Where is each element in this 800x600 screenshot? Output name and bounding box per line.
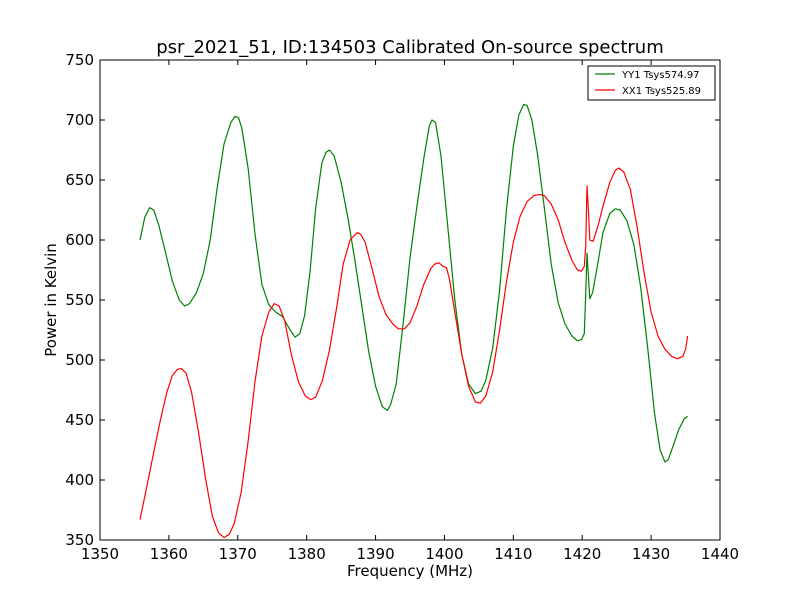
legend: YY1 Tsys574.97 XX1 Tsys525.89 <box>587 65 716 101</box>
series-layer <box>139 103 689 539</box>
y-axis-label: Power in Kelvin <box>42 243 60 357</box>
y-tick-label: 500 <box>65 351 94 369</box>
y-tick-label: 400 <box>65 471 94 489</box>
x-tick-label: 1350 <box>81 545 119 563</box>
x-tick-label: 1360 <box>150 545 188 563</box>
x-axis-label: Frequency (MHz) <box>347 562 473 580</box>
y-tick-label: 550 <box>65 291 94 309</box>
y-tick-label: 750 <box>65 51 94 69</box>
y-tick-label: 600 <box>65 231 94 249</box>
x-tick-label: 1390 <box>356 545 394 563</box>
legend-label-0: YY1 Tsys574.97 <box>621 70 700 81</box>
chart-title: psr_2021_51, ID:134503 Calibrated On-sou… <box>156 37 664 58</box>
x-tick-label: 1370 <box>219 545 257 563</box>
series-line-0 <box>139 103 688 463</box>
y-tick-label: 450 <box>65 411 94 429</box>
y-tick-label: 700 <box>65 111 94 129</box>
x-tick-label: 1440 <box>701 545 739 563</box>
legend-box <box>587 65 716 101</box>
x-tick-label: 1400 <box>425 545 463 563</box>
x-tick-label: 1430 <box>632 545 670 563</box>
x-tick-label: 1410 <box>494 545 532 563</box>
y-tick-label: 350 <box>65 531 94 549</box>
ticks-layer: 1350 1360 1370 1380 1390 1400 1410 1420 1430 1440… <box>65 51 739 563</box>
x-tick-label: 1380 <box>288 545 326 563</box>
x-tick-label: 1420 <box>563 545 601 563</box>
legend-label-1: XX1 Tsys525.89 <box>622 86 701 97</box>
series-line-1 <box>139 167 689 539</box>
y-tick-label: 650 <box>65 171 94 189</box>
